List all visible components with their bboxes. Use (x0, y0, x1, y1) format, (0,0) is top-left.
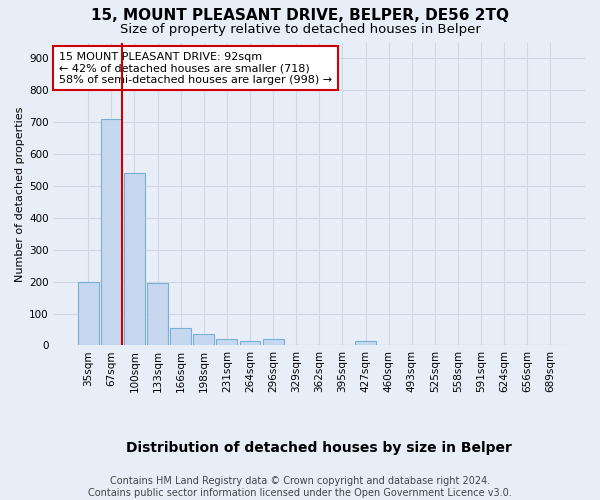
Bar (263, 339, 284, 345)
Bar (239, 340, 260, 345)
Text: Size of property relative to detached houses in Belper: Size of property relative to detached ho… (119, 22, 481, 36)
Bar (78, 282, 98, 346)
X-axis label: Distribution of detached houses by size in Belper: Distribution of detached houses by size … (127, 441, 512, 455)
Y-axis label: Number of detached properties: Number of detached properties (15, 106, 25, 282)
Text: 15 MOUNT PLEASANT DRIVE: 92sqm
← 42% of detached houses are smaller (718)
58% of: 15 MOUNT PLEASANT DRIVE: 92sqm ← 42% of … (59, 52, 332, 85)
Bar (101, 119, 122, 346)
Text: 15, MOUNT PLEASANT DRIVE, BELPER, DE56 2TQ: 15, MOUNT PLEASANT DRIVE, BELPER, DE56 2… (91, 8, 509, 22)
Bar (355, 340, 376, 345)
Bar (124, 173, 145, 346)
Text: Contains HM Land Registry data © Crown copyright and database right 2024.
Contai: Contains HM Land Registry data © Crown c… (88, 476, 512, 498)
Bar (193, 334, 214, 345)
Bar (147, 283, 168, 346)
Bar (217, 339, 237, 345)
Bar (170, 328, 191, 345)
